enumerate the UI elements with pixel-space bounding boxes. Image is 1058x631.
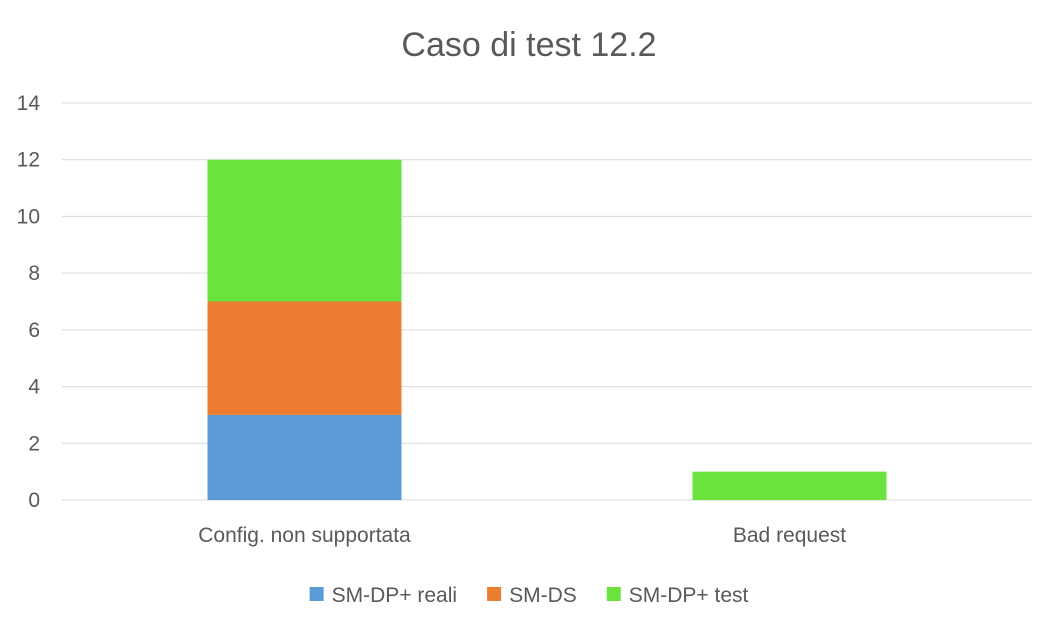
y-tick-label: 12	[17, 149, 40, 172]
legend-item: SM-DS	[487, 584, 577, 607]
y-tick-label: 2	[28, 432, 40, 455]
y-tick-label: 14	[17, 92, 41, 115]
y-tick-label: 0	[28, 489, 40, 512]
legend-item: SM-DP+ test	[606, 584, 749, 607]
bar-segment	[207, 414, 402, 500]
y-axis-ticks: 0 2 4 6 8 10 12 14	[17, 92, 41, 512]
legend-label: SM-DP+ test	[629, 584, 749, 607]
legend-item: SM-DP+ reali	[309, 584, 457, 607]
chart-title: Caso di test 12.2	[401, 26, 656, 64]
legend-swatch	[606, 587, 621, 601]
legend-swatch	[487, 587, 502, 601]
legend-swatch	[309, 587, 324, 601]
y-tick-label: 8	[28, 262, 40, 285]
bars	[207, 159, 887, 500]
x-category-label: Config. non supportata	[198, 524, 411, 547]
bar-segment	[207, 159, 402, 302]
y-tick-label: 6	[28, 319, 40, 342]
x-category-label: Bad request	[733, 524, 846, 547]
legend-label: SM-DS	[509, 584, 577, 607]
y-tick-label: 4	[28, 376, 40, 399]
x-axis-categories: Config. non supportata Bad request	[198, 524, 846, 547]
bar-segment	[207, 301, 402, 415]
y-tick-label: 10	[17, 205, 40, 228]
legend-label: SM-DP+ reali	[332, 584, 457, 607]
legend: SM-DP+ reali SM-DS SM-DP+ test	[309, 584, 749, 607]
bar-segment	[692, 471, 887, 500]
